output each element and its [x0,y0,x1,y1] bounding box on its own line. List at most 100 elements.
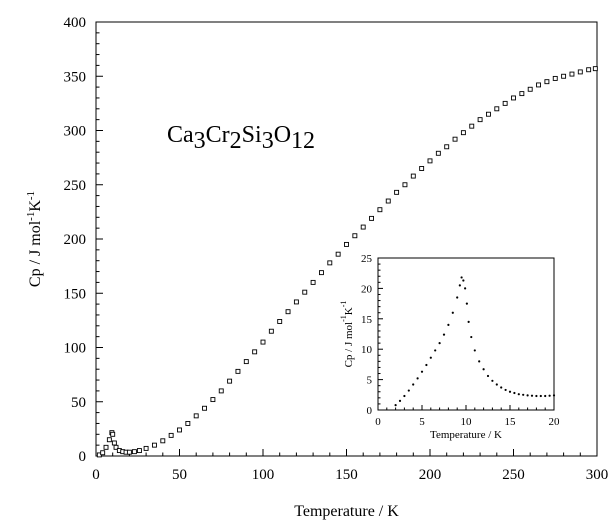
main-data-point [536,82,541,88]
main-data-point [394,189,400,195]
inset-data-point [403,394,406,398]
inset-data-point [504,388,507,392]
main-x-tick-label: 300 [586,467,609,483]
main-data-point [319,270,324,276]
inset-data-point [552,394,556,397]
inset-data-point [447,323,450,326]
inset-data-point [398,399,402,402]
main-data-point [103,444,109,450]
main-data-point [111,440,117,446]
main-data-point [277,319,283,324]
inset-data-point [412,383,415,386]
inset-data-point [416,377,419,380]
inset-y-tick-label: 15 [361,314,373,326]
main-data-point [527,86,533,92]
inset-plot-frame [377,257,555,411]
main-y-tick-label: 400 [64,15,87,31]
main-data-point [569,71,575,77]
main-data-point [185,421,191,426]
inset-y-tick-label: 0 [367,405,373,417]
main-data-point [552,75,558,81]
inset-data-point [442,333,446,336]
main-x-tick-label: 150 [335,467,358,483]
main-data-point [402,182,408,188]
inset-x-tick-label: 10 [461,416,473,428]
inset-x-tick-label: 20 [549,416,561,428]
main-data-point [285,309,291,315]
inset-data-point [508,390,512,393]
inset-data-point [429,356,432,359]
main-data-point [160,438,166,444]
main-data-point [419,166,425,171]
inset-data-point [464,287,467,290]
main-data-point [452,136,458,142]
inset-y-tick-label: 10 [361,344,373,356]
inset-data-point [456,296,459,299]
inset-data-point [539,394,542,398]
inset-data-point [420,370,424,373]
main-data-point [126,449,132,455]
inset-data-point [467,320,470,323]
inset-data-point [438,342,441,345]
inset-data-point [482,368,485,371]
main-data-point [577,69,583,75]
main-data-point [561,73,567,79]
inset-data-point [486,374,490,378]
main-data-point [344,241,349,247]
inset-data-point [530,394,534,397]
inset-data-point [513,391,516,395]
main-data-point [477,117,483,123]
main-x-tick-label: 250 [502,467,525,483]
main-data-point [177,427,182,433]
main-plot: 0 50 100 150 200 250 3000501001502002503003504… [25,15,608,520]
main-y-tick-label: 300 [64,124,87,140]
main-data-point [511,95,516,101]
main-data-point [136,448,142,454]
inset-data-point [495,383,498,386]
main-data-point [110,431,116,437]
inset-x-tick-label: 15 [505,416,517,428]
main-data-point [193,413,199,419]
main-data-point [143,445,149,451]
main-x-tick-label: 100 [252,467,275,483]
main-data-point [519,91,525,97]
main-y-tick-label: 0 [79,449,87,465]
main-data-point [252,349,258,355]
inset-data-point [522,393,525,396]
main-data-point [592,66,598,72]
main-data-point [327,260,333,266]
main-data-point [444,144,450,150]
inset-x-tick-label: 0 [375,416,381,428]
main-y-tick-label: 150 [64,286,87,302]
main-data-point [260,339,266,345]
inset-data-point [465,302,468,305]
main-data-point [131,449,137,455]
main-data-point [469,123,475,129]
main-data-point [100,450,106,456]
main-data-point [235,368,241,374]
main-data-point [106,437,112,443]
main-x-tick-label: 0 [92,467,100,483]
main-data-point [202,405,208,411]
main-data-point [151,442,157,448]
inset-data-point [407,389,410,392]
main-data-point [302,289,308,295]
inset-plot: 0 5 10 15 20 0 5 10 15 20 25 Temperature / K Cp / J … [339,253,560,441]
inset-data-point [478,360,481,363]
main-data-point [352,233,358,239]
inset-data-point [460,276,463,279]
main-x-tick-label: 50 [172,467,187,483]
main-data-point [502,100,508,106]
inset-data-point [462,279,465,282]
inset-data-point [548,394,551,397]
inset-y-tick-label: 5 [367,375,373,387]
inset-x-axis-title: Temperature / K [430,429,502,441]
main-data-point [486,111,491,117]
main-y-tick-label: 50 [71,395,86,411]
main-data-point [544,79,550,85]
inset-data-point [535,394,538,398]
inset-data-point [517,393,520,396]
inset-y-tick-label: 25 [361,253,373,265]
main-data-point [385,198,391,204]
